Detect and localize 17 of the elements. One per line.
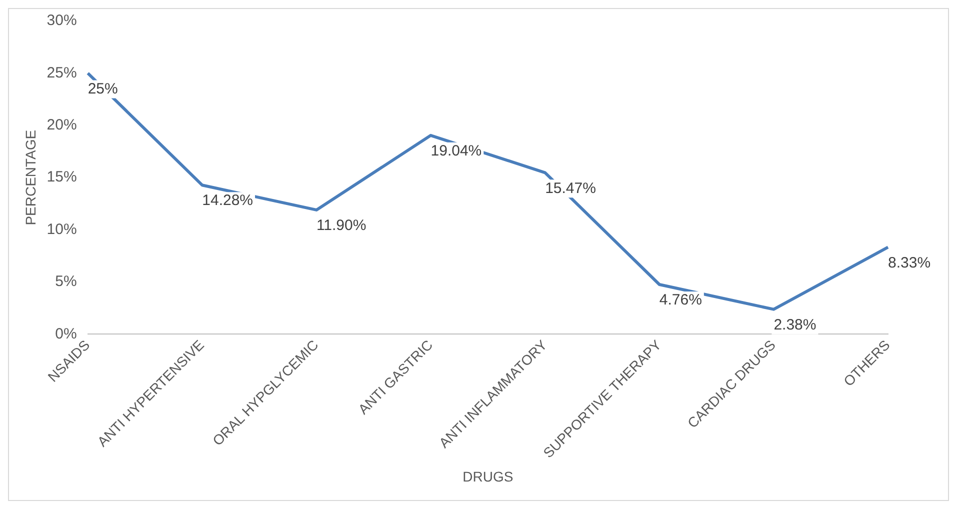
y-tick-label: 10%	[46, 220, 77, 238]
data-label: 11.90%	[316, 217, 366, 234]
x-axis-title: DRUGS	[462, 468, 514, 484]
data-label: 25%	[88, 80, 118, 98]
data-label: 14.28%	[202, 192, 254, 210]
y-tick-label: 30%	[46, 12, 77, 30]
y-tick-label: 15%	[46, 168, 77, 186]
y-tick-label: 20%	[46, 116, 77, 134]
y-tick-label: 25%	[46, 64, 77, 82]
data-label: 19.04%	[430, 142, 482, 160]
data-label: 8.33%	[888, 254, 931, 272]
y-tick-label: 5%	[55, 273, 77, 290]
data-label: 2.38%	[774, 316, 816, 334]
data-label: 4.76%	[659, 292, 702, 309]
data-label: 15.47%	[545, 180, 596, 197]
y-tick-label: 0%	[55, 325, 77, 342]
y-axis-title: PERCENTAGE	[22, 130, 38, 226]
